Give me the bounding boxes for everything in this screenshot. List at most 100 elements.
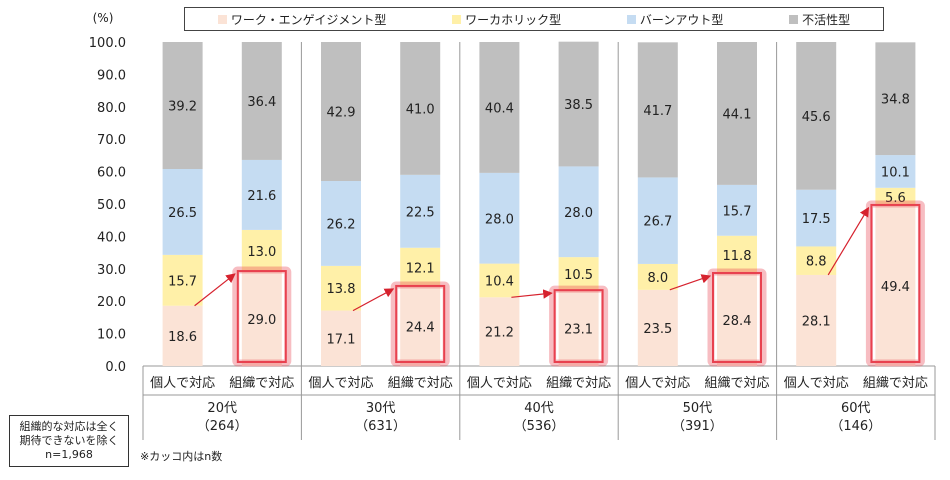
bar-segment [796, 274, 837, 366]
bar-data-label: 26.7 [643, 215, 672, 230]
bar-segment [400, 247, 441, 287]
bar-data-label: 21.6 [247, 189, 276, 204]
bar-category-label: 組織で対応 [229, 376, 294, 391]
bar-segment [479, 263, 520, 298]
bar-data-label: 36.4 [247, 95, 276, 110]
bar-segment [558, 166, 599, 258]
bar-data-label: 15.7 [723, 204, 752, 219]
y-tick-label: 10.0 [97, 328, 126, 343]
bar-data-label: 8.0 [647, 271, 668, 286]
group-label: 20代 [207, 401, 237, 416]
bar-segment [875, 187, 916, 206]
legend-swatch-inactive [789, 14, 799, 24]
y-tick-label: 60.0 [97, 166, 126, 181]
bar-segment [875, 155, 916, 188]
bar-category-label: 個人で対応 [467, 376, 532, 391]
group-n-label: （536） [514, 419, 565, 434]
legend-label-burnout: バーンアウト型 [639, 12, 724, 27]
bar-segment [162, 42, 203, 170]
note-line-1: 組織的な対応は全く [19, 420, 119, 433]
bar-data-label: 49.4 [881, 280, 910, 295]
legend-label-inactive: 不活性型 [802, 12, 851, 27]
bar-data-label: 22.5 [406, 205, 435, 220]
bar-category-label: 組織で対応 [546, 376, 611, 391]
legend: ワーク・エンゲイジメント型 ワーカホリック型 バーンアウト型 不活性型 [184, 7, 884, 31]
bar-segment [162, 169, 203, 255]
bar-category-label: 組織で対応 [388, 376, 453, 391]
bar-data-label: 41.0 [406, 102, 435, 117]
bar-segment [637, 263, 678, 290]
bar-segment [479, 42, 520, 173]
bar-data-label: 40.4 [485, 101, 514, 116]
bar-segment [558, 41, 599, 167]
bar-category-label: 個人で対応 [308, 376, 373, 391]
bar-data-label: 39.2 [168, 100, 197, 115]
bar-category-label: 個人で対応 [784, 376, 849, 391]
bar-data-label: 10.5 [564, 268, 593, 283]
footnote: ※カッコ内はn数 [140, 450, 223, 463]
group-label: 30代 [366, 401, 396, 416]
bar-segment [796, 246, 837, 275]
bar-data-label: 28.1 [802, 314, 831, 329]
y-tick-label: 70.0 [97, 133, 126, 148]
bar-data-label: 12.1 [406, 261, 435, 276]
bar-segment [321, 310, 361, 366]
increase-arrow [827, 206, 870, 276]
bar-segment [162, 254, 203, 306]
bar-data-label: 18.6 [168, 330, 197, 345]
group-label: 40代 [524, 401, 554, 416]
bar-segment [875, 42, 916, 156]
bar-segment [241, 159, 282, 230]
bar-segment [321, 180, 361, 266]
bar-segment [717, 184, 757, 236]
bar-data-label: 13.0 [247, 245, 276, 260]
legend-item-inactive: 不活性型 [789, 11, 850, 28]
bar-data-label: 44.1 [723, 107, 752, 122]
bar-data-label: 15.7 [168, 274, 197, 289]
bar-segment [479, 297, 520, 366]
bar-category-label: 個人で対応 [150, 376, 215, 391]
bar-segment [321, 42, 361, 181]
bar-segment [241, 229, 282, 273]
group-n-label: （146） [830, 419, 881, 434]
increase-arrow [352, 288, 395, 312]
legend-swatch-engagement [217, 14, 227, 24]
bar-data-label: 5.6 [885, 191, 906, 206]
bar-segment [558, 291, 599, 366]
bar-segment [479, 172, 520, 264]
legend-swatch-burnout [626, 14, 636, 24]
legend-item-burnout: バーンアウト型 [626, 11, 724, 28]
y-tick-label: 30.0 [97, 263, 126, 278]
highlight-box [870, 203, 921, 363]
bar-data-label: 26.5 [168, 206, 197, 221]
y-tick-label: 100.0 [89, 36, 126, 51]
bar-data-label: 28.0 [485, 212, 514, 227]
y-tick-label: 0.0 [105, 360, 126, 375]
y-tick-label: 40.0 [97, 230, 126, 245]
highlight-box [712, 271, 762, 364]
y-unit-label: (%) [93, 11, 114, 25]
bar-segment [717, 273, 757, 366]
bar-segment [717, 42, 757, 185]
increase-arrow [194, 273, 236, 307]
group-n-label: （264） [197, 419, 248, 434]
highlight-box [395, 284, 446, 363]
legend-label-workaholic: ワーカホリック型 [465, 12, 562, 27]
bar-data-label: 38.5 [564, 98, 593, 113]
increase-arrow [669, 274, 712, 291]
legend-swatch-workaholic [452, 14, 462, 24]
bar-data-label: 13.8 [327, 282, 356, 297]
bar-segment [400, 174, 441, 248]
group-label: 50代 [683, 401, 713, 416]
y-tick-label: 20.0 [97, 295, 126, 310]
bar-category-label: 個人で対応 [625, 376, 690, 391]
note-line-3: n=1,968 [45, 448, 93, 461]
legend-item-workaholic: ワーカホリック型 [452, 11, 561, 28]
bar-data-label: 23.5 [643, 322, 672, 337]
bar-segment [637, 42, 678, 178]
y-tick-label: 50.0 [97, 198, 126, 213]
bar-data-label: 29.0 [247, 313, 276, 328]
group-label: 60代 [841, 401, 871, 416]
bar-data-label: 34.8 [881, 93, 910, 108]
